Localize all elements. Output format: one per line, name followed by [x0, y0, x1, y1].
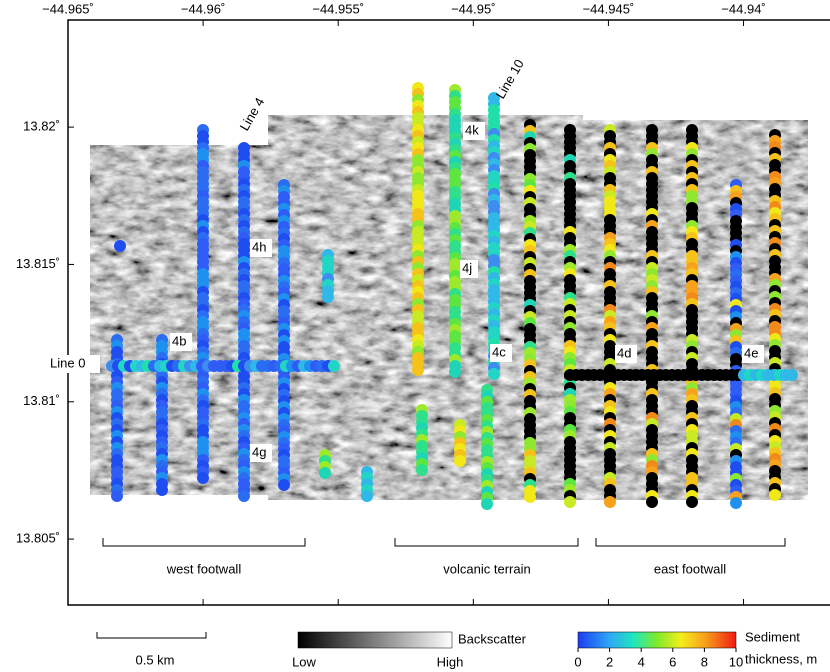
track-dot	[454, 455, 466, 467]
track-dot	[361, 490, 373, 502]
annotation: 4b	[172, 333, 186, 348]
label-box	[742, 345, 764, 363]
track-dot	[488, 368, 500, 380]
track-dot	[730, 497, 742, 509]
legend-label: High	[437, 654, 464, 669]
label-box	[490, 344, 512, 362]
label-box	[460, 260, 478, 278]
sediment-colorbar	[577, 631, 737, 649]
legend-title: thickness, m	[745, 651, 817, 666]
track-dot	[238, 490, 250, 502]
annotation: Line 10	[493, 57, 527, 101]
x-tick-label: −44.965˚	[42, 1, 94, 16]
y-tick-label: 13.82˚	[23, 119, 60, 134]
colorbar-tick-label: 6	[669, 654, 676, 669]
track-dot	[646, 496, 658, 508]
colorbar-tick-label: 0	[574, 654, 581, 669]
sediment-tracks	[106, 82, 798, 510]
track-dot	[278, 479, 290, 491]
track-dot	[111, 490, 123, 502]
annotation: 4e	[744, 345, 758, 360]
x-tick-label: −44.955˚	[312, 1, 364, 16]
label-box	[463, 122, 485, 140]
track-dot	[481, 498, 493, 510]
y-tick-label: 13.81˚	[23, 393, 60, 408]
backscatter-colorbar	[297, 631, 453, 649]
track-dot	[686, 496, 698, 508]
annotation: 4g	[252, 444, 266, 459]
x-tick-label: −44.94˚	[721, 1, 765, 16]
label-box	[250, 444, 272, 462]
annotation: Line 4	[237, 95, 268, 133]
region-label: volcanic terrain	[443, 561, 530, 576]
annotation: 4k	[465, 122, 479, 137]
region-brackets	[102, 538, 786, 547]
track-dot	[604, 496, 616, 508]
track-dot	[114, 240, 126, 252]
colorbar-tick-label: 2	[606, 654, 613, 669]
map-frame	[67, 19, 830, 606]
scale-bar	[96, 632, 207, 639]
track-dot	[449, 366, 461, 378]
track-dot	[769, 489, 781, 501]
annotation: 4c	[492, 344, 506, 359]
legend-label: Low	[292, 654, 316, 669]
label-box	[250, 239, 272, 257]
legend-title: Backscatter	[458, 631, 527, 646]
track-dot	[328, 360, 340, 372]
y-tick-label: 13.815˚	[16, 256, 60, 271]
label-box	[615, 345, 637, 363]
colorbar-tick-label: 8	[701, 654, 708, 669]
track-dot	[786, 369, 798, 381]
label-box	[170, 333, 192, 351]
x-tick-label: −44.96˚	[181, 1, 225, 16]
colorbar-tick-label: 10	[729, 654, 743, 669]
annotation: 4h	[252, 239, 266, 254]
track-dot	[412, 364, 424, 376]
track-dot	[156, 484, 168, 496]
label-box	[48, 355, 100, 373]
region-label: west footwall	[166, 561, 242, 576]
annotation: Line 0	[50, 355, 85, 370]
annotation: 4d	[617, 345, 631, 360]
track-dot	[564, 496, 576, 508]
track-dot	[197, 472, 209, 484]
colorbar-tick-label: 4	[638, 654, 645, 669]
track-dot	[322, 291, 334, 303]
region-label: east footwall	[654, 561, 726, 576]
track-dot	[524, 491, 536, 503]
x-tick-label: −44.95˚	[451, 1, 495, 16]
x-tick-label: −44.945˚	[583, 1, 635, 16]
annotation: 4j	[462, 260, 472, 275]
legend-title: Sediment	[745, 629, 800, 644]
track-dot	[319, 467, 331, 479]
y-tick-label: 13.805˚	[16, 531, 60, 546]
track-dot	[416, 464, 428, 476]
scale-label: 0.5 km	[135, 652, 174, 667]
